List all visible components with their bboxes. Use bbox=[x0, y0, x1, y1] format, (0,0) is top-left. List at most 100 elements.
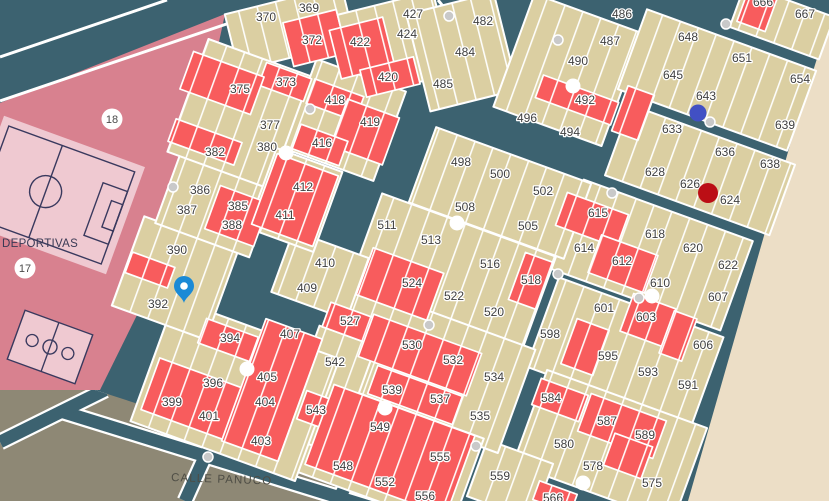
red-parcel-group[interactable] bbox=[366, 364, 464, 426]
parcel-label-548: 548 bbox=[333, 459, 353, 473]
parcel-label-666: 666 bbox=[753, 0, 773, 9]
street-node-white[interactable] bbox=[575, 475, 591, 491]
red-parcel-group[interactable] bbox=[250, 152, 340, 248]
red-parcel-group[interactable] bbox=[658, 309, 698, 363]
street-node-gray[interactable] bbox=[704, 116, 716, 128]
parcel-label-404: 404 bbox=[255, 395, 275, 409]
red-parcel-group[interactable] bbox=[357, 313, 483, 397]
red-parcel-group[interactable] bbox=[220, 317, 324, 463]
parcel-label-614: 614 bbox=[574, 241, 594, 255]
street-node-gray[interactable] bbox=[552, 34, 564, 46]
red-parcel-group[interactable] bbox=[291, 123, 349, 167]
parcel-label-500: 500 bbox=[490, 167, 510, 181]
parcel-label-595: 595 bbox=[598, 349, 618, 363]
parcel-label-518: 518 bbox=[521, 273, 541, 287]
parcel-label-370: 370 bbox=[256, 10, 276, 24]
parcel-label-549: 549 bbox=[370, 420, 390, 434]
street-node-gray[interactable] bbox=[552, 268, 564, 280]
parcel-label-410: 410 bbox=[315, 256, 335, 270]
area-label-deportivas: DEPORTIVAS bbox=[2, 238, 78, 250]
parcel-label-486: 486 bbox=[612, 7, 632, 21]
street-node-gray[interactable] bbox=[423, 319, 435, 331]
street-node-white[interactable] bbox=[239, 361, 255, 377]
street-node-white[interactable] bbox=[565, 78, 581, 94]
parcel-label-612: 612 bbox=[612, 254, 632, 268]
red-parcel-group[interactable] bbox=[124, 251, 176, 289]
red-parcel-group[interactable] bbox=[507, 251, 555, 311]
location-pin[interactable] bbox=[174, 276, 194, 303]
parcel-label-412: 412 bbox=[293, 180, 313, 194]
street-node-white[interactable] bbox=[377, 400, 393, 416]
parcel-label-427: 427 bbox=[403, 7, 423, 21]
svg-text:17: 17 bbox=[19, 263, 31, 275]
red-parcel-group[interactable] bbox=[559, 317, 611, 377]
parcel-label-584: 584 bbox=[541, 391, 561, 405]
red-parcel-group[interactable] bbox=[602, 432, 654, 480]
parcel-label-403: 403 bbox=[251, 434, 271, 448]
city-block[interactable] bbox=[616, 8, 818, 152]
parcel-label-502: 502 bbox=[533, 184, 553, 198]
poi-marker-indigo-circle[interactable] bbox=[689, 104, 707, 122]
parcel-label-559: 559 bbox=[490, 469, 510, 483]
parcel-label-624: 624 bbox=[720, 193, 740, 207]
red-parcel-group[interactable] bbox=[179, 50, 265, 116]
street-node-gray[interactable] bbox=[720, 18, 732, 30]
parcel-label-392: 392 bbox=[148, 297, 168, 311]
parcel-label-589: 589 bbox=[635, 428, 655, 442]
street-node-white[interactable] bbox=[449, 215, 465, 231]
red-parcel-group[interactable] bbox=[576, 392, 668, 460]
street-node-gray[interactable] bbox=[167, 181, 179, 193]
red-parcel-group[interactable] bbox=[534, 74, 620, 126]
parcel-label-388: 388 bbox=[222, 218, 242, 232]
street-node-gray[interactable] bbox=[202, 451, 214, 463]
street-node-white[interactable] bbox=[644, 288, 660, 304]
red-parcel-group[interactable] bbox=[587, 234, 659, 294]
parcel-label-422: 422 bbox=[350, 35, 370, 49]
city-block[interactable] bbox=[407, 126, 593, 260]
parcel-label-380: 380 bbox=[257, 140, 277, 154]
city-block[interactable] bbox=[604, 103, 796, 237]
parcel-label-505: 505 bbox=[518, 219, 538, 233]
parcel-label-615: 615 bbox=[588, 206, 608, 220]
parcel-label-620: 620 bbox=[683, 241, 703, 255]
red-parcel-group[interactable] bbox=[196, 317, 260, 363]
red-parcel-group[interactable] bbox=[304, 383, 476, 501]
parcel-label-498: 498 bbox=[451, 155, 471, 169]
street-node-gray[interactable] bbox=[606, 187, 618, 199]
red-parcel-group[interactable] bbox=[531, 479, 579, 501]
parcel-label-375: 375 bbox=[230, 82, 250, 96]
parcel-label-593: 593 bbox=[638, 365, 658, 379]
parcel-label-591: 591 bbox=[678, 378, 698, 392]
city-block[interactable] bbox=[465, 438, 555, 501]
parcel-label-667: 667 bbox=[795, 7, 815, 21]
parcel-label-513: 513 bbox=[421, 233, 441, 247]
parcel-label-639: 639 bbox=[775, 118, 795, 132]
street-node-white[interactable] bbox=[278, 145, 294, 161]
parcel-label-494: 494 bbox=[560, 125, 580, 139]
street-node-gray[interactable] bbox=[633, 292, 645, 304]
parcel-label-411: 411 bbox=[275, 208, 294, 222]
zone-badge-18: 18 bbox=[101, 108, 123, 130]
street-node-gray[interactable] bbox=[470, 440, 482, 452]
parcel-label-628: 628 bbox=[645, 165, 665, 179]
red-parcel-group[interactable] bbox=[610, 84, 656, 142]
red-parcel-group[interactable] bbox=[359, 55, 421, 99]
street-node-gray[interactable] bbox=[443, 10, 455, 22]
parcel-label-643: 643 bbox=[696, 89, 716, 103]
zone-badge-17: 17 bbox=[14, 257, 36, 279]
red-parcel-group[interactable] bbox=[736, 0, 778, 33]
red-parcel-group[interactable] bbox=[530, 377, 590, 423]
street-node-gray[interactable] bbox=[304, 103, 316, 115]
red-parcel-group[interactable] bbox=[329, 98, 401, 166]
parcel-label-377: 377 bbox=[260, 118, 280, 132]
parcel-label-373: 373 bbox=[276, 75, 296, 89]
parcel-label-405: 405 bbox=[257, 370, 277, 384]
area-outside-cream bbox=[688, 20, 829, 501]
parcel-label-516: 516 bbox=[480, 257, 500, 271]
parcel-label-496: 496 bbox=[517, 111, 537, 125]
red-parcel-group[interactable] bbox=[167, 117, 243, 167]
red-parcel-group[interactable] bbox=[203, 184, 271, 248]
poi-marker-red-circle[interactable] bbox=[698, 183, 718, 203]
